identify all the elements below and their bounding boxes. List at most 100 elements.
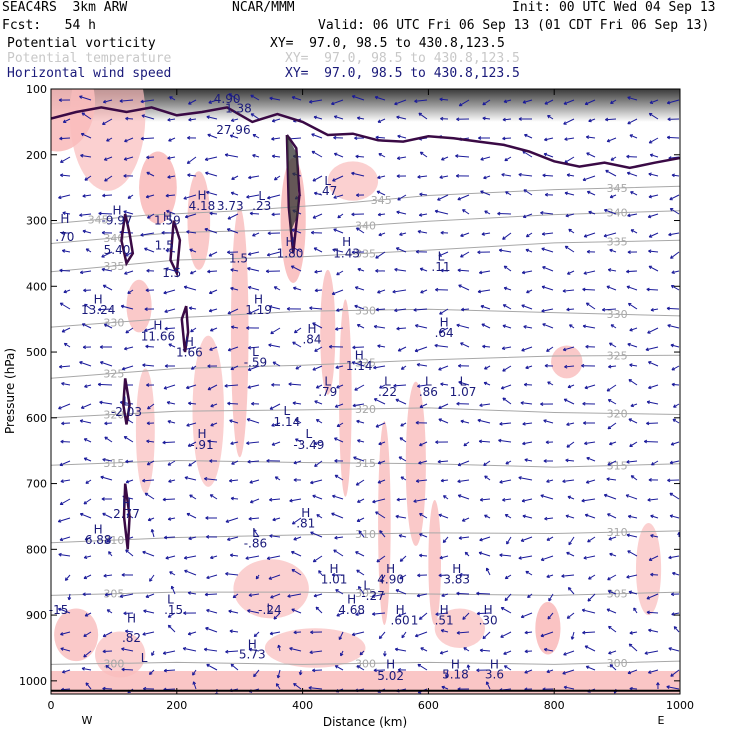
wind-vector [167,175,176,178]
low-marker: L [258,189,265,203]
wind-vector [626,286,638,291]
wind-vector [59,498,71,505]
wind-arrowhead [603,233,608,238]
wind-arrowhead [333,549,337,553]
wind-vector [441,593,449,597]
wind-vector [124,346,134,350]
wind-arrowhead [227,310,231,315]
wind-vector [649,99,659,104]
wind-vector [480,498,491,501]
wind-arrowhead [205,190,210,195]
extremum-value-label: 1.5 [162,266,181,280]
wind-vector [628,591,638,595]
wind-arrowhead [397,348,402,352]
wind-arrowhead [229,134,234,138]
wind-arrowhead [252,134,257,138]
wind-vector [399,555,407,562]
pv-contour-tower [169,220,182,278]
wind-vector [164,669,176,672]
wind-arrowhead [97,382,102,387]
wind-arrowhead [189,270,194,275]
wind-arrowhead [463,647,467,651]
wind-arrowhead [227,216,232,220]
wind-vector [609,664,617,671]
wind-vector [166,401,176,405]
wind-arrowhead [526,289,530,294]
wind-arrowhead [208,100,212,104]
wind-vector [375,136,386,139]
wind-vector [63,289,71,293]
wind-arrowhead [204,227,208,232]
wind-arrowhead [249,499,254,504]
pv-shading-blob [327,161,379,201]
init-time: Init: 00 UTC Wed 04 Sep 13 [512,0,716,15]
wind-arrowhead [630,475,635,479]
wind-arrowhead [563,398,568,402]
wind-arrowhead [480,304,485,309]
wind-vector [648,629,659,633]
wind-vector [563,99,575,105]
wind-arrowhead [208,290,213,295]
wind-vector [333,194,344,199]
wind-arrowhead [607,268,612,272]
wind-arrowhead [251,401,255,406]
wind-vector [188,118,197,121]
theta-line-320 [51,407,680,419]
wind-arrowhead [246,326,250,330]
wind-arrowhead [666,100,671,105]
wind-arrowhead [102,512,106,517]
wind-vector [419,554,428,557]
wind-vector [143,610,155,614]
wind-arrowhead [481,323,485,327]
wind-vector [398,346,407,352]
wind-vector [666,307,680,310]
wind-arrowhead [64,577,69,581]
wind-arrowhead [582,401,586,406]
wind-arrowhead [356,227,360,231]
wind-vector [142,479,155,482]
wind-arrowhead [666,135,671,140]
wind-vector [165,267,176,272]
wind-arrowhead [420,290,424,294]
wind-arrowhead [485,567,490,572]
wind-arrowhead [379,385,383,389]
wind-arrowhead [393,383,397,388]
wind-arrowhead [163,386,168,390]
wind-arrowhead [67,596,72,601]
wind-vector [83,631,92,637]
wind-vector [415,324,428,329]
wind-vector [375,511,386,519]
wind-arrowhead [312,178,316,182]
wind-arrowhead [312,367,316,371]
extremum-value-label: 1.66 [176,346,203,360]
wind-arrowhead [269,96,273,101]
wind-vector [670,441,680,446]
wind-vector [378,153,386,158]
wind-vector [606,285,617,291]
wind-arrowhead [563,121,567,125]
wind-arrowhead [60,439,64,444]
wind-vector [247,267,260,272]
wind-arrowhead [542,265,546,270]
wind-vector [61,327,71,333]
wind-vector [646,611,659,614]
high-marker: H [342,235,351,249]
wind-arrowhead [61,421,65,426]
wind-arrowhead [255,575,260,580]
wind-vector [670,344,680,348]
extremum-value-label: .86 [419,385,438,399]
wind-vector [646,288,659,291]
wind-arrowhead [230,325,235,330]
wind-arrowhead [503,665,508,669]
wind-arrowhead [165,248,169,253]
wind-arrowhead [394,101,398,106]
wind-arrowhead [503,651,507,655]
theta-line-label: 330 [103,316,124,329]
wind-arrowhead [583,555,587,560]
extremum-value-label: 3.6 [485,667,504,681]
wind-arrowhead [335,327,339,331]
wind-arrowhead [127,195,132,199]
wind-arrowhead [271,382,275,387]
wind-arrowhead [647,214,652,219]
wind-arrowhead [418,616,423,620]
